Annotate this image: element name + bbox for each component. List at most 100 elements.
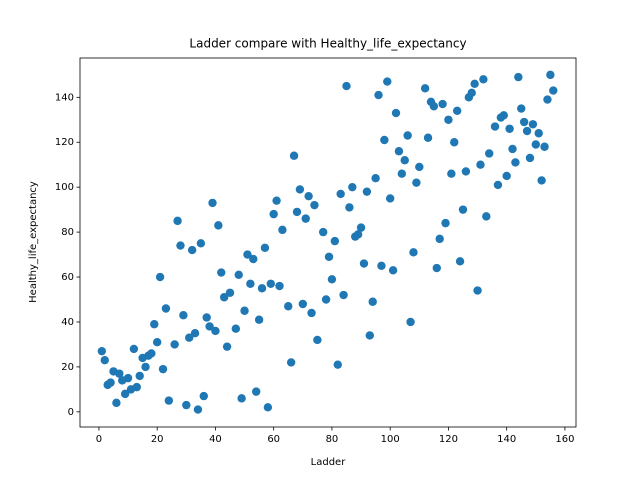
point xyxy=(304,191,313,201)
point xyxy=(260,243,270,253)
point xyxy=(208,198,217,208)
point xyxy=(531,140,541,149)
point xyxy=(362,187,372,196)
point xyxy=(187,245,197,255)
point xyxy=(310,200,319,210)
y-tick-label: 100 xyxy=(55,182,74,193)
point xyxy=(452,106,462,115)
point xyxy=(278,225,287,235)
point xyxy=(158,364,168,374)
point xyxy=(324,252,334,262)
point xyxy=(173,216,182,226)
point xyxy=(353,230,363,239)
point xyxy=(243,250,252,259)
point xyxy=(286,358,296,367)
point xyxy=(266,279,275,288)
point xyxy=(330,236,340,246)
point xyxy=(170,340,179,349)
point xyxy=(129,344,139,354)
point xyxy=(444,115,453,124)
point xyxy=(345,203,354,212)
point xyxy=(505,124,514,133)
point xyxy=(298,299,308,309)
point xyxy=(403,131,412,140)
x-tick-label: 80 xyxy=(326,434,339,445)
point xyxy=(458,205,468,214)
point xyxy=(391,108,401,118)
chart-title: Ladder compare with Healthy_life_expecta… xyxy=(189,37,466,51)
point xyxy=(519,117,529,127)
point xyxy=(327,275,337,284)
point xyxy=(525,153,535,163)
point xyxy=(289,151,299,160)
point xyxy=(415,162,424,172)
point xyxy=(394,147,404,156)
point xyxy=(234,270,243,279)
y-tick-label: 60 xyxy=(61,272,74,283)
point xyxy=(537,176,546,185)
point xyxy=(182,400,191,410)
point xyxy=(435,234,444,244)
point xyxy=(190,329,200,338)
point xyxy=(406,317,415,327)
point xyxy=(388,266,398,275)
point xyxy=(522,126,532,136)
point xyxy=(307,308,316,318)
point xyxy=(196,239,206,248)
point xyxy=(423,133,433,142)
point xyxy=(106,378,115,387)
point xyxy=(540,142,549,151)
point xyxy=(263,403,273,412)
point xyxy=(295,185,305,194)
x-tick-label: 40 xyxy=(209,434,222,445)
point xyxy=(429,102,439,111)
point xyxy=(237,394,246,403)
point xyxy=(132,382,141,392)
point xyxy=(252,387,261,396)
x-tick-label: 20 xyxy=(151,434,164,445)
point xyxy=(420,84,430,93)
point xyxy=(313,335,322,345)
point xyxy=(400,156,409,165)
point xyxy=(371,173,380,183)
point xyxy=(455,257,465,266)
point xyxy=(511,158,520,167)
point xyxy=(161,304,171,313)
point xyxy=(383,77,392,86)
point xyxy=(342,81,351,91)
point xyxy=(123,373,133,383)
point xyxy=(546,70,555,80)
point xyxy=(179,311,188,320)
point xyxy=(272,196,281,205)
point xyxy=(100,355,109,365)
point xyxy=(333,360,342,369)
point xyxy=(249,254,258,264)
x-tick-label: 120 xyxy=(439,434,458,445)
y-tick-label: 120 xyxy=(55,137,74,148)
point xyxy=(205,322,214,331)
plot-frame xyxy=(79,57,577,428)
y-axis-label: Healthy_life_expectancy xyxy=(28,181,39,303)
point xyxy=(441,218,450,228)
y-tick-label: 80 xyxy=(61,227,74,238)
point xyxy=(141,362,150,372)
point xyxy=(211,326,220,336)
point xyxy=(476,160,485,169)
point xyxy=(377,261,386,271)
point xyxy=(499,111,508,120)
point xyxy=(534,129,543,138)
point xyxy=(301,214,310,223)
point xyxy=(517,104,526,113)
point xyxy=(432,263,441,273)
point xyxy=(269,209,278,219)
point xyxy=(339,290,348,300)
point xyxy=(490,122,500,131)
point xyxy=(199,391,208,401)
point xyxy=(246,279,255,288)
point xyxy=(193,405,203,414)
point xyxy=(147,349,156,358)
point xyxy=(348,182,357,192)
point xyxy=(202,313,211,322)
point xyxy=(292,207,302,217)
point xyxy=(225,288,235,297)
